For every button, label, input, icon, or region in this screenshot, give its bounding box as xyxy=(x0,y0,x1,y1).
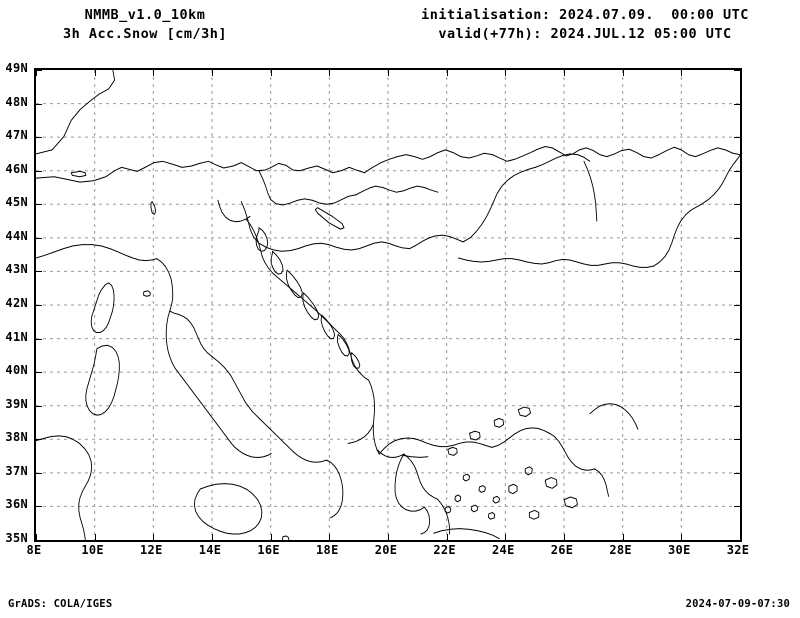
x-axis-tick xyxy=(153,70,155,76)
y-axis-tick xyxy=(36,137,42,139)
y-axis-tick xyxy=(36,204,42,206)
y-axis-tick xyxy=(36,439,42,441)
y-axis-tick-label: 41N xyxy=(5,329,28,344)
y-axis-tick xyxy=(36,372,42,374)
y-axis-tick-label: 44N xyxy=(5,228,28,243)
x-axis-tick xyxy=(681,534,683,540)
y-axis-tick xyxy=(36,472,42,474)
x-axis-tick xyxy=(505,70,507,76)
x-axis-tick xyxy=(388,534,389,540)
y-axis-tick xyxy=(734,103,740,105)
y-axis-tick-label: 36N xyxy=(5,497,28,512)
x-axis-tick xyxy=(270,70,272,76)
x-axis-tick xyxy=(681,70,683,76)
x-axis-tick xyxy=(153,534,155,540)
y-axis-tick-label: 42N xyxy=(5,296,28,310)
y-axis-tick-label: 39N xyxy=(5,396,28,411)
x-axis-longitude-labels: 8E 10E 12E 14E 16E 18E 20E 22E 24E 26E 28E 30E 32E xyxy=(26,543,749,561)
x-axis-tick xyxy=(622,534,624,540)
render-timestamp-label: 2024-07-09-07:30 xyxy=(685,598,790,610)
x-axis-tick xyxy=(212,534,213,540)
y-axis-tick xyxy=(36,338,42,340)
y-axis-tick-label: 45N xyxy=(5,195,28,210)
y-axis-tick xyxy=(734,439,740,441)
header-left-block: NMMB_v1.0_10km 3h Acc.Snow [cm/3h] xyxy=(30,6,260,44)
y-axis-tick xyxy=(734,372,740,374)
x-axis-tick xyxy=(564,534,565,540)
y-axis-tick-label: 46N xyxy=(5,161,28,176)
y-axis-tick xyxy=(36,271,42,273)
x-axis-tick xyxy=(622,70,624,76)
x-axis-tick-label: 26E xyxy=(550,543,574,557)
y-axis-tick xyxy=(734,70,740,71)
model-name-title: NMMB_v1.0_10km xyxy=(84,7,206,23)
x-axis-tick-label: 32E xyxy=(726,543,750,557)
y-axis-tick-label: 37N xyxy=(5,463,28,478)
x-axis-tick xyxy=(36,70,37,76)
x-axis-tick-label: 10E xyxy=(81,543,104,557)
y-axis-tick xyxy=(734,305,740,306)
y-axis-tick-label: 38N xyxy=(5,430,28,445)
y-axis-tick-label: 48N xyxy=(5,94,28,109)
x-axis-tick-label: 16E xyxy=(257,543,280,557)
y-axis-tick xyxy=(734,506,740,508)
y-axis-tick xyxy=(36,103,42,105)
y-axis-tick-label: 35N xyxy=(5,531,28,545)
x-axis-tick xyxy=(740,534,741,540)
x-axis-tick-label: 14E xyxy=(198,543,222,557)
x-axis-tick xyxy=(212,70,213,76)
y-axis-tick xyxy=(734,170,740,172)
x-axis-tick-label: 8E xyxy=(26,543,42,557)
y-axis-tick xyxy=(36,237,42,239)
field-label-title: 3h Acc.Snow [cm/3h] xyxy=(63,26,227,42)
x-axis-tick-label: 18E xyxy=(316,543,339,557)
valid-time-label: valid(+77h): 2024.JUL.12 05:00 UTC xyxy=(438,26,732,42)
coastline-layer xyxy=(36,70,740,540)
y-axis-tick-label: 49N xyxy=(5,61,28,75)
x-axis-tick-label: 22E xyxy=(433,543,456,557)
y-axis-tick xyxy=(36,305,42,306)
x-axis-tick xyxy=(329,534,331,540)
x-axis-tick-label: 24E xyxy=(492,543,515,557)
y-axis-tick xyxy=(36,170,42,172)
x-axis-tick xyxy=(446,70,448,76)
x-axis-tick xyxy=(564,70,565,76)
y-axis-tick-label: 47N xyxy=(5,128,28,143)
x-axis-tick xyxy=(388,70,389,76)
x-axis-tick xyxy=(446,534,448,540)
initialisation-time-label: initialisation: 2024.07.09. 00:00 UTC xyxy=(421,7,749,23)
grads-attribution-label: GrADS: COLA/IGES xyxy=(8,598,113,610)
y-axis-tick xyxy=(36,70,42,71)
y-axis-tick xyxy=(734,405,740,407)
x-axis-tick-label: 20E xyxy=(374,543,398,557)
y-axis-tick xyxy=(734,271,740,273)
y-axis-latitude-labels: 35N 36N 37N 38N 39N 40N 41N 42N 43N 44N 45N 46N 47N 4… xyxy=(0,61,28,545)
y-axis-tick xyxy=(36,506,42,508)
y-axis-tick xyxy=(734,237,740,239)
y-axis-tick-label: 40N xyxy=(5,363,28,378)
map-plot-area xyxy=(36,70,740,540)
map-plot-frame xyxy=(34,68,742,542)
y-axis-tick xyxy=(734,472,740,474)
y-axis-tick xyxy=(734,338,740,340)
gridlines-layer xyxy=(36,70,740,540)
x-axis-tick xyxy=(94,70,96,76)
y-axis-tick xyxy=(734,204,740,206)
x-axis-tick xyxy=(329,70,331,76)
x-axis-tick xyxy=(94,534,96,540)
x-axis-tick-label: 28E xyxy=(609,543,632,557)
y-axis-tick xyxy=(36,405,42,407)
x-axis-tick xyxy=(740,70,741,76)
y-axis-tick xyxy=(734,540,740,541)
y-axis-tick xyxy=(36,540,42,541)
header-right-block: initialisation: 2024.07.09. 00:00 UTC va… xyxy=(410,6,760,44)
y-axis-tick xyxy=(734,137,740,139)
y-axis-tick-label: 43N xyxy=(5,262,28,277)
x-axis-tick-label: 30E xyxy=(668,543,691,557)
x-axis-tick xyxy=(36,534,37,540)
x-axis-tick-label: 12E xyxy=(140,543,163,557)
x-axis-tick xyxy=(505,534,507,540)
x-axis-tick xyxy=(270,534,272,540)
